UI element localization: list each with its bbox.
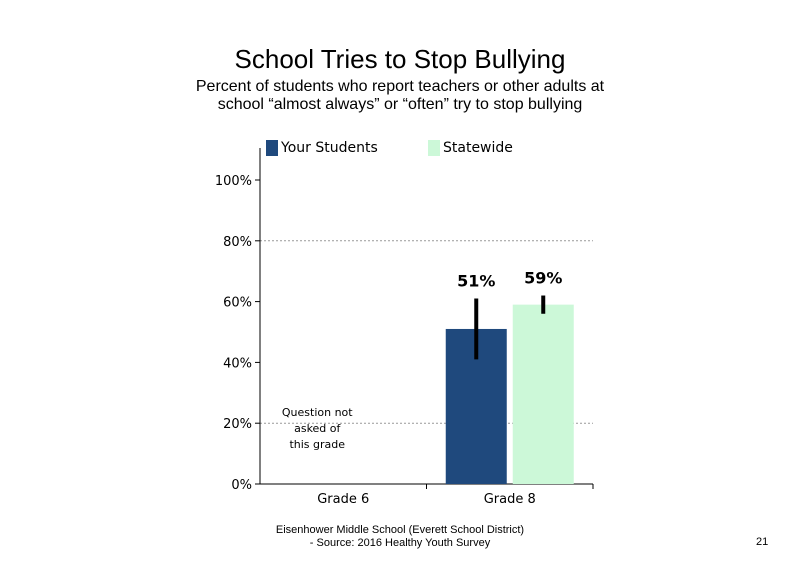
legend-label-statewide: Statewide [443, 140, 513, 156]
y-tick-label-80: 80% [223, 235, 252, 250]
chart-subtitle: Percent of students who report teachers … [195, 78, 605, 113]
footer: Eisenhower Middle School (Everett School… [250, 524, 550, 550]
legend-label-your-students: Your Students [281, 140, 378, 156]
x-tick-label-0: Grade 6 [317, 492, 369, 507]
y-tick-label-0: 0% [231, 478, 252, 493]
legend-swatch-statewide [428, 140, 440, 156]
footer-source: - Source: 2016 Healthy Youth Survey [309, 537, 491, 549]
legend-swatch-your-students [266, 140, 278, 156]
x-tick-label-1: Grade 8 [484, 492, 536, 507]
page-number: 21 [756, 536, 769, 548]
y-tick-label-20: 20% [223, 417, 252, 432]
chart-title: School Tries to Stop Bullying [234, 44, 566, 74]
y-tick-label-40: 40% [223, 356, 252, 371]
data-label-1-1: 59% [524, 269, 562, 288]
y-tick-label-60: 60% [223, 296, 252, 311]
footer-school: Eisenhower Middle School (Everett School… [275, 524, 525, 536]
legend-item-statewide: Statewide [428, 140, 513, 156]
legend-item-your-students: Your Students [266, 140, 378, 156]
annotation-line-0: Question not [282, 406, 353, 419]
annotation-line-1: asked of [294, 422, 341, 435]
bar-1-1 [512, 304, 574, 484]
annotation-line-2: this grade [289, 438, 345, 451]
data-label-0-1: 51% [457, 272, 495, 291]
y-tick-label-100: 100% [215, 174, 252, 189]
